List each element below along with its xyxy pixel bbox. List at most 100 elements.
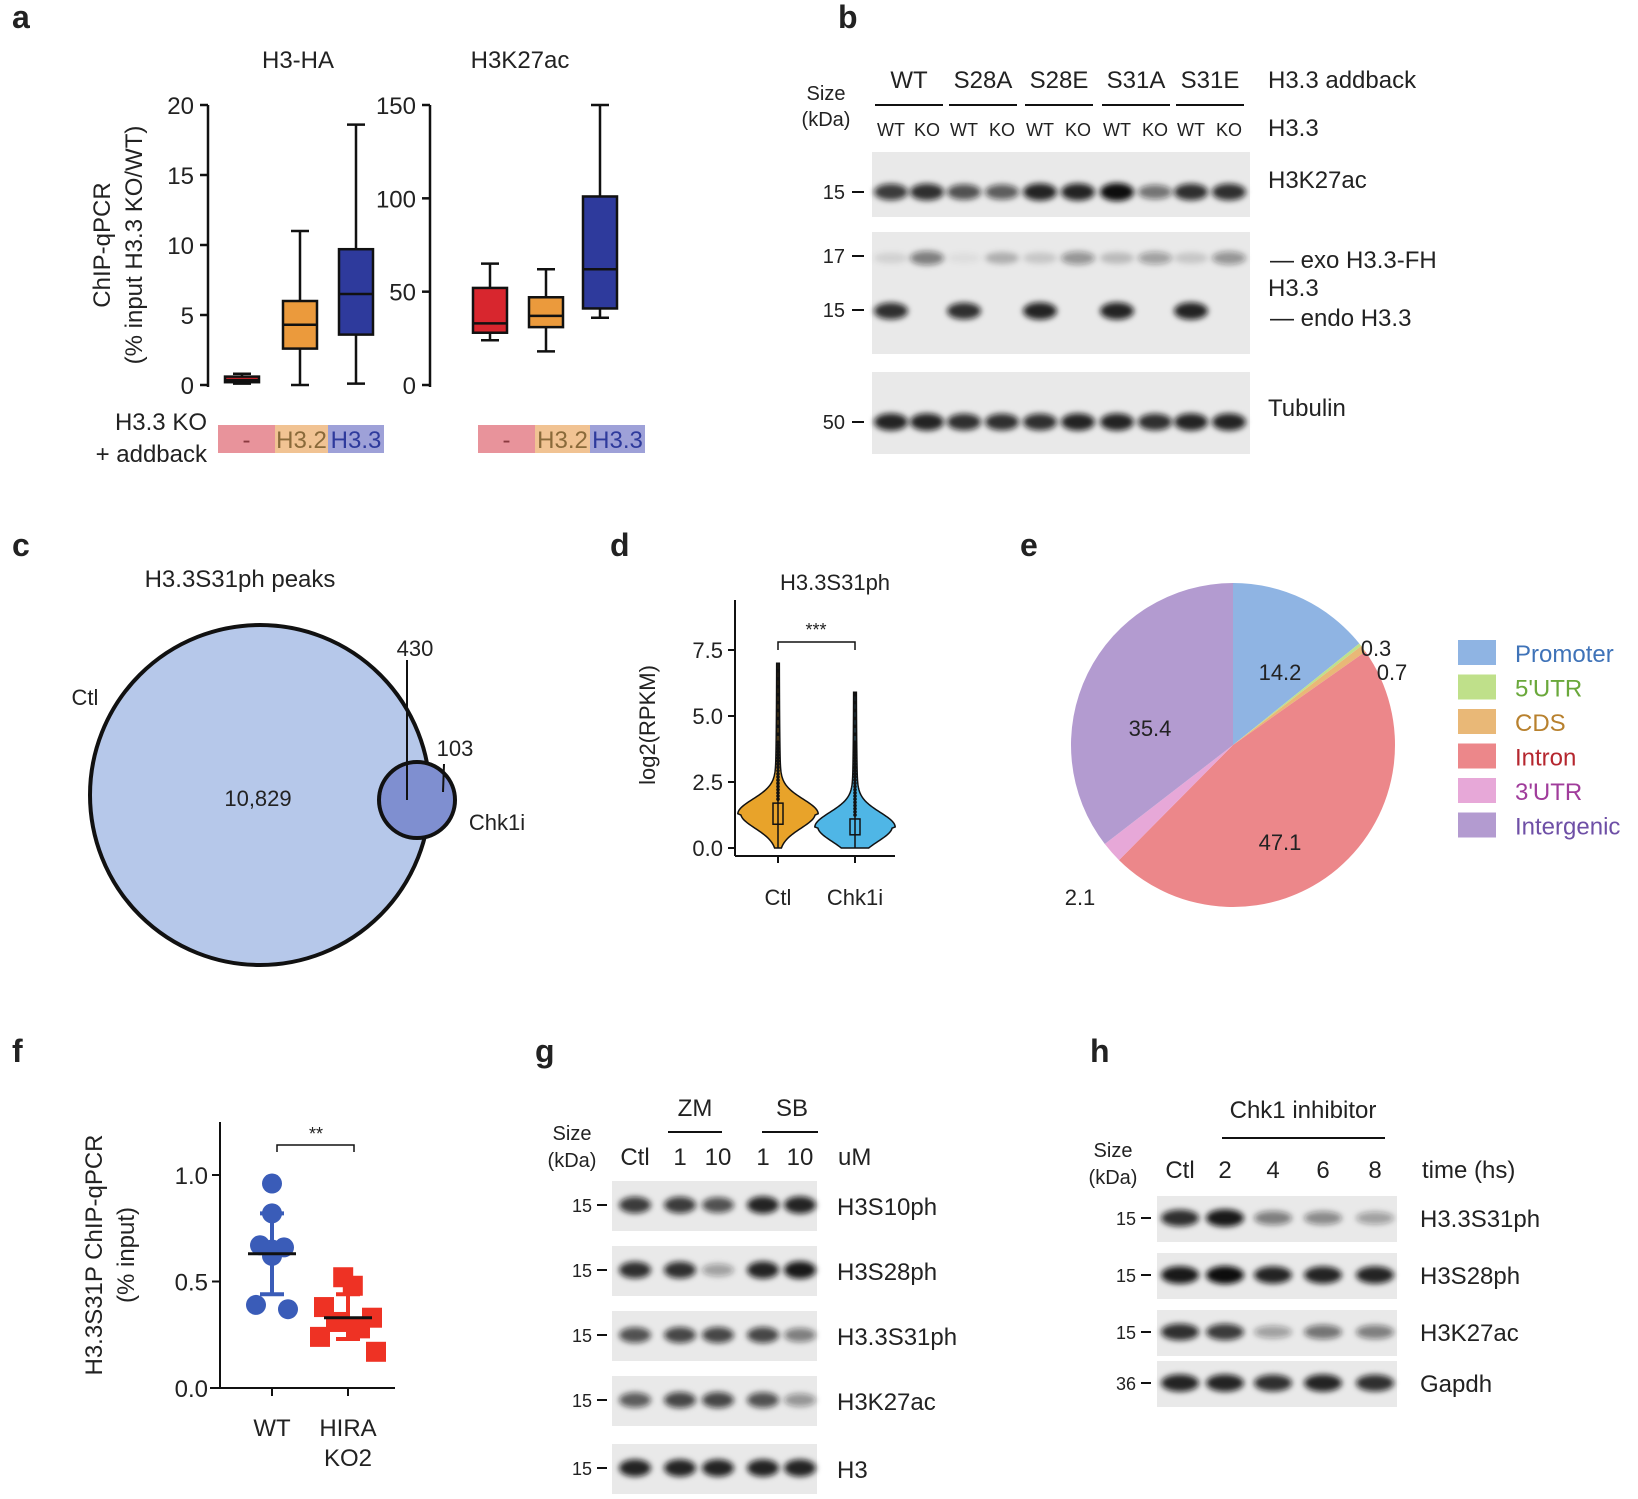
y-tick-label: 20: [167, 93, 194, 120]
band: [747, 1261, 779, 1279]
lane-label: WT: [1177, 120, 1205, 140]
box-2: [337, 123, 375, 385]
pie-slice-cds: [1233, 645, 1366, 745]
addback-bar-label: -: [243, 427, 251, 454]
pie-slice-3utr: [1104, 745, 1233, 861]
outlier-point: [776, 784, 780, 789]
outlier-point: [853, 749, 857, 754]
venn-count: 10,829: [224, 786, 291, 811]
violin-chart: H3.3S31ph 0.0 2.5 5.0 7.5 log2(RPKM) Ctl Chk1i *…: [635, 570, 897, 910]
scatter-group-0: [246, 1173, 298, 1320]
outlier-point: [776, 772, 780, 776]
legend-swatch: [1458, 709, 1496, 734]
legend-label: 5'UTR: [1515, 676, 1582, 703]
addback-label: H3.3 KO: [115, 409, 207, 436]
blot-0: [1157, 1196, 1397, 1242]
y-tick-label: 50: [389, 280, 416, 307]
significance-label: ***: [805, 620, 826, 640]
outlier-point: [776, 692, 780, 697]
lane-label: WT: [950, 120, 978, 140]
band: [664, 1459, 696, 1477]
panel-label: f: [12, 1033, 23, 1069]
addback-bar-label: H3.3: [592, 427, 643, 454]
size-marker: 15: [1116, 1209, 1136, 1229]
size-marker: 15: [572, 1459, 592, 1479]
blot-background: [872, 232, 1250, 354]
lane-label: WT: [1026, 120, 1054, 140]
data-point: [310, 1326, 330, 1347]
pie-value-label: 14.2: [1259, 660, 1302, 685]
group-label: SB: [776, 1095, 808, 1122]
box-1: [527, 268, 565, 353]
band: [619, 1392, 651, 1408]
size-marker: 17: [823, 246, 845, 268]
panel-label: d: [610, 527, 630, 563]
group-label: S28A: [954, 67, 1013, 94]
legend-label: CDS: [1515, 710, 1566, 737]
size-marker: 15: [823, 182, 845, 204]
band: [1161, 1209, 1199, 1227]
band: [874, 252, 908, 264]
band: [664, 1196, 696, 1214]
outlier-point: [776, 762, 780, 767]
band: [619, 1196, 651, 1214]
blot-3: [612, 1376, 817, 1426]
band: [1254, 1266, 1292, 1284]
band: [1304, 1374, 1342, 1392]
y-tick-label: 150: [376, 93, 416, 120]
y-axis-label-line: H3.3S31P ChIP-qPCR: [81, 1134, 108, 1375]
legend-swatch: [1458, 674, 1496, 700]
band: [1023, 252, 1057, 264]
addback-bar-label: -: [503, 427, 511, 454]
blot-label: Gapdh: [1420, 1371, 1492, 1398]
outlier-point: [776, 794, 780, 798]
outlier-point: [776, 756, 780, 760]
size-label: Size: [1094, 1140, 1133, 1162]
group-label: Chk1 inhibitor: [1230, 1097, 1377, 1124]
band: [1100, 252, 1134, 264]
blot-background: [872, 372, 1250, 454]
band: [874, 183, 908, 201]
lane-label: WT: [877, 120, 905, 140]
legend-swatch: [1458, 778, 1496, 803]
lane-label: KO: [1065, 120, 1091, 140]
x-tick-label: HIRA: [319, 1415, 376, 1442]
band: [1206, 1374, 1244, 1392]
outlier-point: [776, 708, 780, 713]
panel-label: e: [1020, 527, 1038, 563]
outlier-point: [776, 740, 780, 744]
outlier-point: [776, 765, 780, 770]
band: [985, 252, 1019, 264]
band: [874, 302, 908, 320]
size-label: Size: [807, 83, 846, 105]
band: [747, 1459, 779, 1477]
band: [1138, 251, 1172, 265]
band: [619, 1459, 651, 1477]
band: [784, 1328, 816, 1342]
box: [337, 247, 375, 336]
blot-label: H3: [837, 1457, 868, 1484]
box: [581, 195, 619, 310]
band: [947, 413, 981, 431]
y-tick-label: 5: [181, 303, 194, 330]
blot-0: [612, 1181, 817, 1231]
band: [1174, 252, 1208, 264]
boxplot-1: H3K27ac 0 50 100 150: [376, 47, 619, 400]
outlier-point: [853, 743, 857, 748]
pie-slice-intron: [1118, 651, 1395, 907]
outlier-point: [776, 716, 780, 721]
pie-chart: 14.2 0.30.7 47.1 2.1 35.4 Promoter 5'UTR CDS Int…: [1065, 583, 1620, 910]
outlier-point: [853, 732, 857, 737]
lane-label: KO: [1142, 120, 1168, 140]
band: [1100, 413, 1134, 431]
blot-label: H3.3S31ph: [1420, 1206, 1540, 1233]
band: [1174, 183, 1208, 201]
box-0: [223, 372, 261, 385]
band: [1161, 1323, 1199, 1341]
legend-label: Intergenic: [1515, 814, 1620, 841]
band: [985, 184, 1019, 200]
outlier-point: [776, 684, 780, 689]
lane-label: 4: [1266, 1157, 1279, 1184]
outlier-point: [776, 669, 780, 673]
outlier-point: [853, 724, 857, 729]
